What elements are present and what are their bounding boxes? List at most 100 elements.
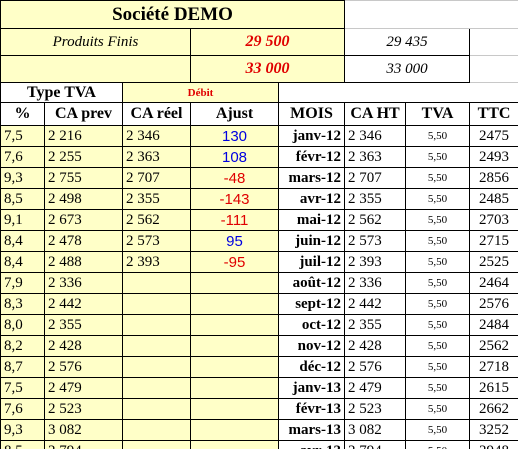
ca-ht-cell: 2 573 [344,230,407,252]
ca-ht-cell: 2 355 [344,188,407,210]
ca-ht-cell: 2 523 [344,398,407,420]
month-cell: mars-12 [277,167,346,189]
ttc-cell: 2464 [469,272,518,294]
ca-reel-cell: 2 707 [122,167,191,189]
tva-cell: 5,50 [405,167,471,189]
mode-cell: Débit [122,82,279,103]
ajust-cell [190,293,279,315]
data-row: 9,3 3 082 mars-13 3 082 5,50 3252 [0,419,518,441]
ca-prev-cell: 2 442 [44,293,123,315]
ca-reel-cell: 2 363 [122,146,191,168]
tva-cell: 5,50 [405,125,471,147]
objective-cell: 29 500 [189,28,346,56]
column-header: MOIS [277,102,346,126]
cell [0,55,191,83]
ttc-cell: 2948 [469,440,518,449]
data-row: 7,9 2 336 août-12 2 336 5,50 2464 [0,272,518,294]
ca-ht-cell: 2 428 [344,335,407,357]
ajust-cell [190,377,279,399]
rate-cell: 8,4 [0,230,45,252]
rate-cell: 8,5 [0,188,45,210]
ttc-cell: 2715 [469,230,518,252]
ca-prev-cell: 2 428 [44,335,123,357]
column-header: % [0,102,45,126]
ajust-cell: 95 [190,230,279,252]
rate-cell: 8,2 [0,335,45,357]
cell [277,82,518,103]
ca-reel-cell [122,335,191,357]
ajust-cell [190,272,279,294]
tva-cell: 5,50 [405,335,471,357]
month-cell: mai-12 [277,209,346,231]
data-row: 7,5 2 479 janv-13 2 479 5,50 2615 [0,377,518,399]
ca-reel-cell [122,377,191,399]
tva-cell: 5,50 [405,188,471,210]
ttc-cell: 2615 [469,377,518,399]
column-header: Ajust [190,102,279,126]
ca-reel-cell: 2 346 [122,125,191,147]
month-cell: avr-12 [277,188,346,210]
ca-reel-cell [122,272,191,294]
column-header: TVA [405,102,471,126]
ttc-cell: 2662 [469,398,518,420]
rate-cell: 9,3 [0,419,45,441]
ca-prev-cell: 2 794 [44,440,123,449]
month-cell: oct-12 [277,314,346,336]
rate-cell: 7,6 [0,398,45,420]
ajust-cell: -143 [190,188,279,210]
rate-cell: 8,5 [0,440,45,449]
month-cell: janv-12 [277,125,346,147]
tva-cell: 5,50 [405,398,471,420]
tva-cell: 5,50 [405,251,471,273]
ttc-cell: 2525 [469,251,518,273]
cell [469,55,518,83]
ca-reel-cell: 2 355 [122,188,191,210]
ca-ht-cell: 2 393 [344,251,407,273]
ca-reel-cell: 2 393 [122,251,191,273]
rate-cell: 8,4 [0,251,45,273]
ca-prev-cell: 2 479 [44,377,123,399]
ttc-cell: 2718 [469,356,518,378]
data-row: 7,6 2 255 2 363 108 févr-12 2 363 5,50 2493 [0,146,518,168]
rate-cell: 9,3 [0,167,45,189]
rate-cell: 7,5 [0,125,45,147]
tva-cell: 5,50 [405,272,471,294]
ca-prev-cell: 2 478 [44,230,123,252]
tva-cell: 5,50 [405,314,471,336]
data-row: 7,6 2 523 févr-13 2 523 5,50 2662 [0,398,518,420]
sheet-title: Société DEMO [0,0,346,29]
ajust-cell [190,419,279,441]
ttc-cell: 2485 [469,188,518,210]
month-cell: sept-12 [277,293,346,315]
rate-cell: 8,0 [0,314,45,336]
data-row: 8,2 2 428 nov-12 2 428 5,50 2562 [0,335,518,357]
ca-reel-cell: 2 562 [122,209,191,231]
ajust-cell [190,356,279,378]
ttc-cell: 2475 [469,125,518,147]
ca-prev-cell: 2 576 [44,356,123,378]
objective-cell: 33 000 [189,55,346,83]
ajust-cell [190,314,279,336]
column-header: TTC [469,102,518,126]
column-header: CA HT [344,102,407,126]
month-cell: janv-13 [277,377,346,399]
ca-reel-cell [122,398,191,420]
month-cell: nov-12 [277,335,346,357]
rate-cell: 7,5 [0,377,45,399]
ca-ht-cell: 2 336 [344,272,407,294]
ttc-cell: 2576 [469,293,518,315]
ca-ht-cell: 2 355 [344,314,407,336]
actual-cell: 29 435 [344,28,471,56]
ttc-cell: 2856 [469,167,518,189]
rate-cell: 8,3 [0,293,45,315]
ca-ht-cell: 2 794 [344,440,407,449]
actual-cell: 33 000 [344,55,471,83]
data-row: 8,7 2 576 déc-12 2 576 5,50 2718 [0,356,518,378]
ajust-cell: -95 [190,251,279,273]
ca-prev-cell: 2 336 [44,272,123,294]
tva-cell: 5,50 [405,419,471,441]
data-row: 8,52 794avr-132 7945,502948 [0,440,518,449]
data-row: 8,3 2 442 sept-12 2 442 5,50 2576 [0,293,518,315]
data-row: 7,5 2 216 2 346 130 janv-12 2 346 5,50 2475 [0,125,518,147]
